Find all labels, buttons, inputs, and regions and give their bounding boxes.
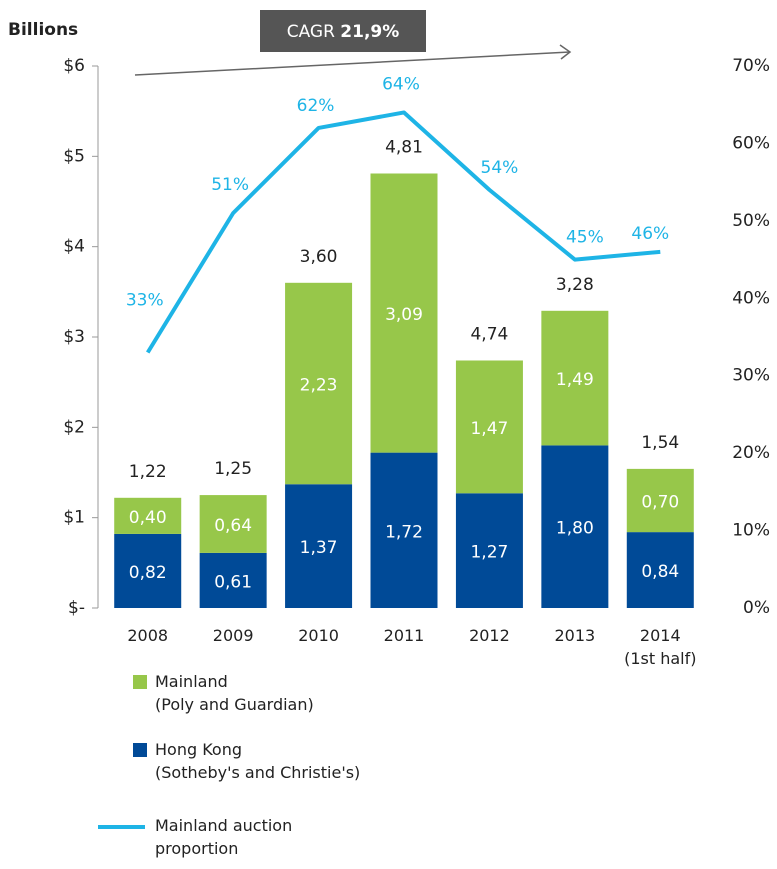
bar-value-label: 1,37 — [300, 538, 338, 558]
y2-tick-label: 70% — [732, 56, 770, 76]
bar-segment — [370, 173, 438, 453]
y2-tick-label: 50% — [732, 211, 770, 231]
bar-value-label: 0,84 — [641, 562, 679, 582]
x-tick-label: 2009 — [212, 626, 254, 645]
bar-value-label: 2,23 — [300, 376, 338, 396]
y2-tick-label: 60% — [732, 133, 770, 153]
annotation-box — [260, 10, 426, 52]
line-value-label: 46% — [631, 224, 669, 244]
total-label: 1,22 — [129, 462, 167, 482]
x-tick-label: 2008 — [127, 626, 169, 645]
bar-segment — [455, 360, 523, 494]
x-tick-label: 2012 — [469, 626, 510, 645]
bar-value-label: 1,80 — [556, 519, 594, 539]
annotation-value: 21,9% — [340, 22, 399, 42]
annotation-text: CAGR — [287, 22, 335, 42]
bar-value-label: 1,47 — [470, 419, 508, 439]
y-tick-label: $6 — [63, 56, 85, 76]
y-tick-label: $5 — [63, 146, 85, 166]
total-label: 4,81 — [385, 137, 423, 157]
bar-segment — [199, 552, 267, 608]
line-value-label: 54% — [481, 158, 519, 178]
x-tick-label: 2014 (1st half) — [624, 626, 697, 668]
bar-value-label: 0,70 — [641, 493, 679, 513]
total-label: 1,54 — [641, 433, 679, 453]
bar-segment — [114, 533, 182, 608]
cagr-arrow — [134, 51, 571, 76]
bar-value-label: 1,49 — [556, 370, 594, 390]
y-tick-label: $1 — [63, 508, 85, 528]
bar-segment — [455, 493, 523, 608]
y2-tick-label: 10% — [732, 521, 770, 541]
legend-label: Mainland auction proportion — [155, 816, 293, 858]
y-tick-label: $3 — [63, 327, 85, 347]
line-value-label: 51% — [211, 175, 249, 195]
cagr-arrow-head — [559, 44, 572, 60]
bar-value-label: 3,09 — [385, 305, 423, 325]
bar-segment — [626, 532, 694, 608]
line-value-label: 64% — [382, 74, 420, 94]
bar-value-label: 0,40 — [129, 508, 167, 528]
y2-tick-label: 40% — [732, 288, 770, 308]
line-value-label: 45% — [566, 228, 604, 248]
y-tick-label: $4 — [63, 237, 85, 257]
legend-swatch — [133, 675, 147, 689]
bar-segment — [199, 495, 267, 553]
legend-label: Hong Kong (Sotheby's and Christie's) — [155, 740, 361, 782]
legend-swatch — [133, 743, 147, 757]
legend-label: Mainland (Poly and Guardian) — [155, 672, 314, 714]
bar-segment — [285, 282, 353, 485]
total-label: 3,28 — [556, 275, 594, 295]
bar-segment — [114, 497, 182, 534]
bar-value-label: 0,61 — [214, 572, 252, 592]
bar-segment — [285, 484, 353, 608]
bar-value-label: 0,64 — [214, 516, 252, 536]
x-tick-label: 2011 — [383, 626, 425, 645]
y-tick-label: $2 — [63, 417, 85, 437]
bar-value-label: 1,27 — [470, 543, 508, 563]
y-tick-label: $- — [68, 598, 85, 618]
total-label: 4,74 — [470, 324, 508, 344]
bar-value-label: 0,82 — [129, 563, 167, 583]
bar-segment — [541, 310, 609, 446]
y2-tick-label: 0% — [743, 598, 770, 618]
bar-segment — [626, 468, 694, 533]
line-value-label: 33% — [126, 290, 164, 310]
line-value-label: 62% — [297, 96, 335, 116]
total-label: 1,25 — [214, 459, 252, 479]
annotation: CAGR 21,9% — [287, 22, 400, 42]
y2-tick-label: 30% — [732, 366, 770, 386]
line — [146, 110, 661, 354]
x-tick-label: 2010 — [298, 626, 339, 645]
bar-segment — [541, 445, 609, 608]
bar-segment — [370, 452, 438, 608]
y-axis-label: Billions — [8, 20, 78, 40]
x-tick-label: 2013 — [554, 626, 596, 645]
y2-tick-label: 20% — [732, 443, 770, 463]
bar-value-label: 1,72 — [385, 522, 423, 542]
total-label: 3,60 — [300, 247, 338, 267]
